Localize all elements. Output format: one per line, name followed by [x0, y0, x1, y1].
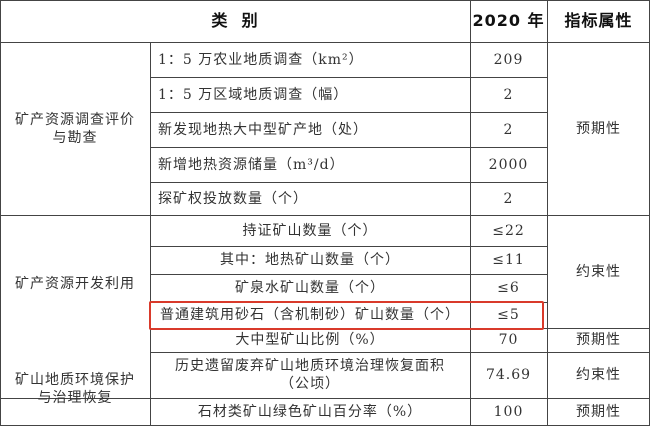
- rule: [547, 0, 548, 426]
- item-label: 其中：地热矿山数量（个）: [220, 252, 400, 268]
- item-value: 100: [493, 403, 524, 420]
- rule: [150, 182, 547, 183]
- attribute: 约束性: [576, 367, 621, 383]
- item-label: 历史遗留废弃矿山地质环境治理恢复面积 （公顷）: [150, 352, 470, 398]
- item-value: ≤6: [497, 280, 520, 296]
- rule: [150, 77, 547, 78]
- rule: [470, 0, 471, 426]
- rule: [150, 112, 547, 113]
- rule: [150, 246, 547, 247]
- rule: [0, 215, 650, 216]
- item-label: 持证矿山数量（个）: [242, 223, 378, 239]
- item-label: 新增地热资源储量（m³/d）: [158, 156, 345, 173]
- item-value: ≤5: [497, 307, 520, 323]
- item-label: 矿泉水矿山数量（个）: [235, 280, 385, 296]
- header-year: 2020 年: [472, 11, 545, 30]
- item-value: ≤11: [492, 252, 525, 268]
- attribute: 预期性: [576, 332, 621, 348]
- item-value: 70: [498, 332, 519, 348]
- item-value: ≤22: [492, 223, 525, 239]
- highlight-box: [149, 301, 544, 330]
- item-value: 2: [503, 121, 514, 138]
- attribute: 预期性: [576, 403, 621, 420]
- attribute: 预期性: [576, 120, 621, 137]
- item-label: 1：5 万区域地质调查（幅）: [158, 86, 349, 103]
- rule: [150, 147, 547, 148]
- item-value: 2000: [488, 156, 529, 173]
- rule: [547, 328, 650, 329]
- text-line: （公顷）: [280, 376, 340, 392]
- header-attribute: 指标属性: [564, 11, 633, 30]
- text-line: 历史遗留废弃矿山地质环境治理恢复面积: [175, 358, 445, 374]
- item-label: 探矿权投放数量（个）: [158, 190, 308, 207]
- group-name: 矿产资源调查评价 与勘查: [0, 42, 150, 215]
- rule: [150, 352, 650, 353]
- text-line: 矿产资源调查评价: [15, 111, 135, 128]
- rule: [0, 0, 1, 426]
- rule: [150, 42, 151, 426]
- item-label: 石材类矿山绿色矿山百分率（%）: [197, 403, 423, 420]
- rule: [0, 0, 650, 1]
- attribute: 约束性: [576, 263, 621, 280]
- text-line: 矿山地质环境保护: [15, 371, 135, 388]
- item-label: 1：5 万农业地质调查（km²）: [158, 51, 364, 68]
- item-value: 74.69: [485, 367, 532, 383]
- item-value: 2: [503, 190, 514, 207]
- rule: [0, 42, 650, 43]
- item-value: 2: [503, 86, 514, 103]
- group-name: 矿山地质环境保护 与治理恢复: [0, 352, 150, 425]
- item-value: 209: [493, 51, 524, 68]
- item-label: 普通建筑用砂石（含机制砂）矿山数量（个）: [160, 307, 460, 323]
- group-name: 矿产资源开发利用: [15, 275, 135, 292]
- item-label: 大中型矿山比例（%）: [235, 332, 385, 348]
- text-line: 与勘查: [52, 129, 98, 146]
- text-line: 与治理恢复: [37, 389, 113, 406]
- item-label: 新发现地热大中型矿产地（处）: [158, 121, 368, 138]
- header-category: 类 别: [211, 11, 259, 30]
- rule: [150, 398, 650, 399]
- rule: [150, 274, 547, 275]
